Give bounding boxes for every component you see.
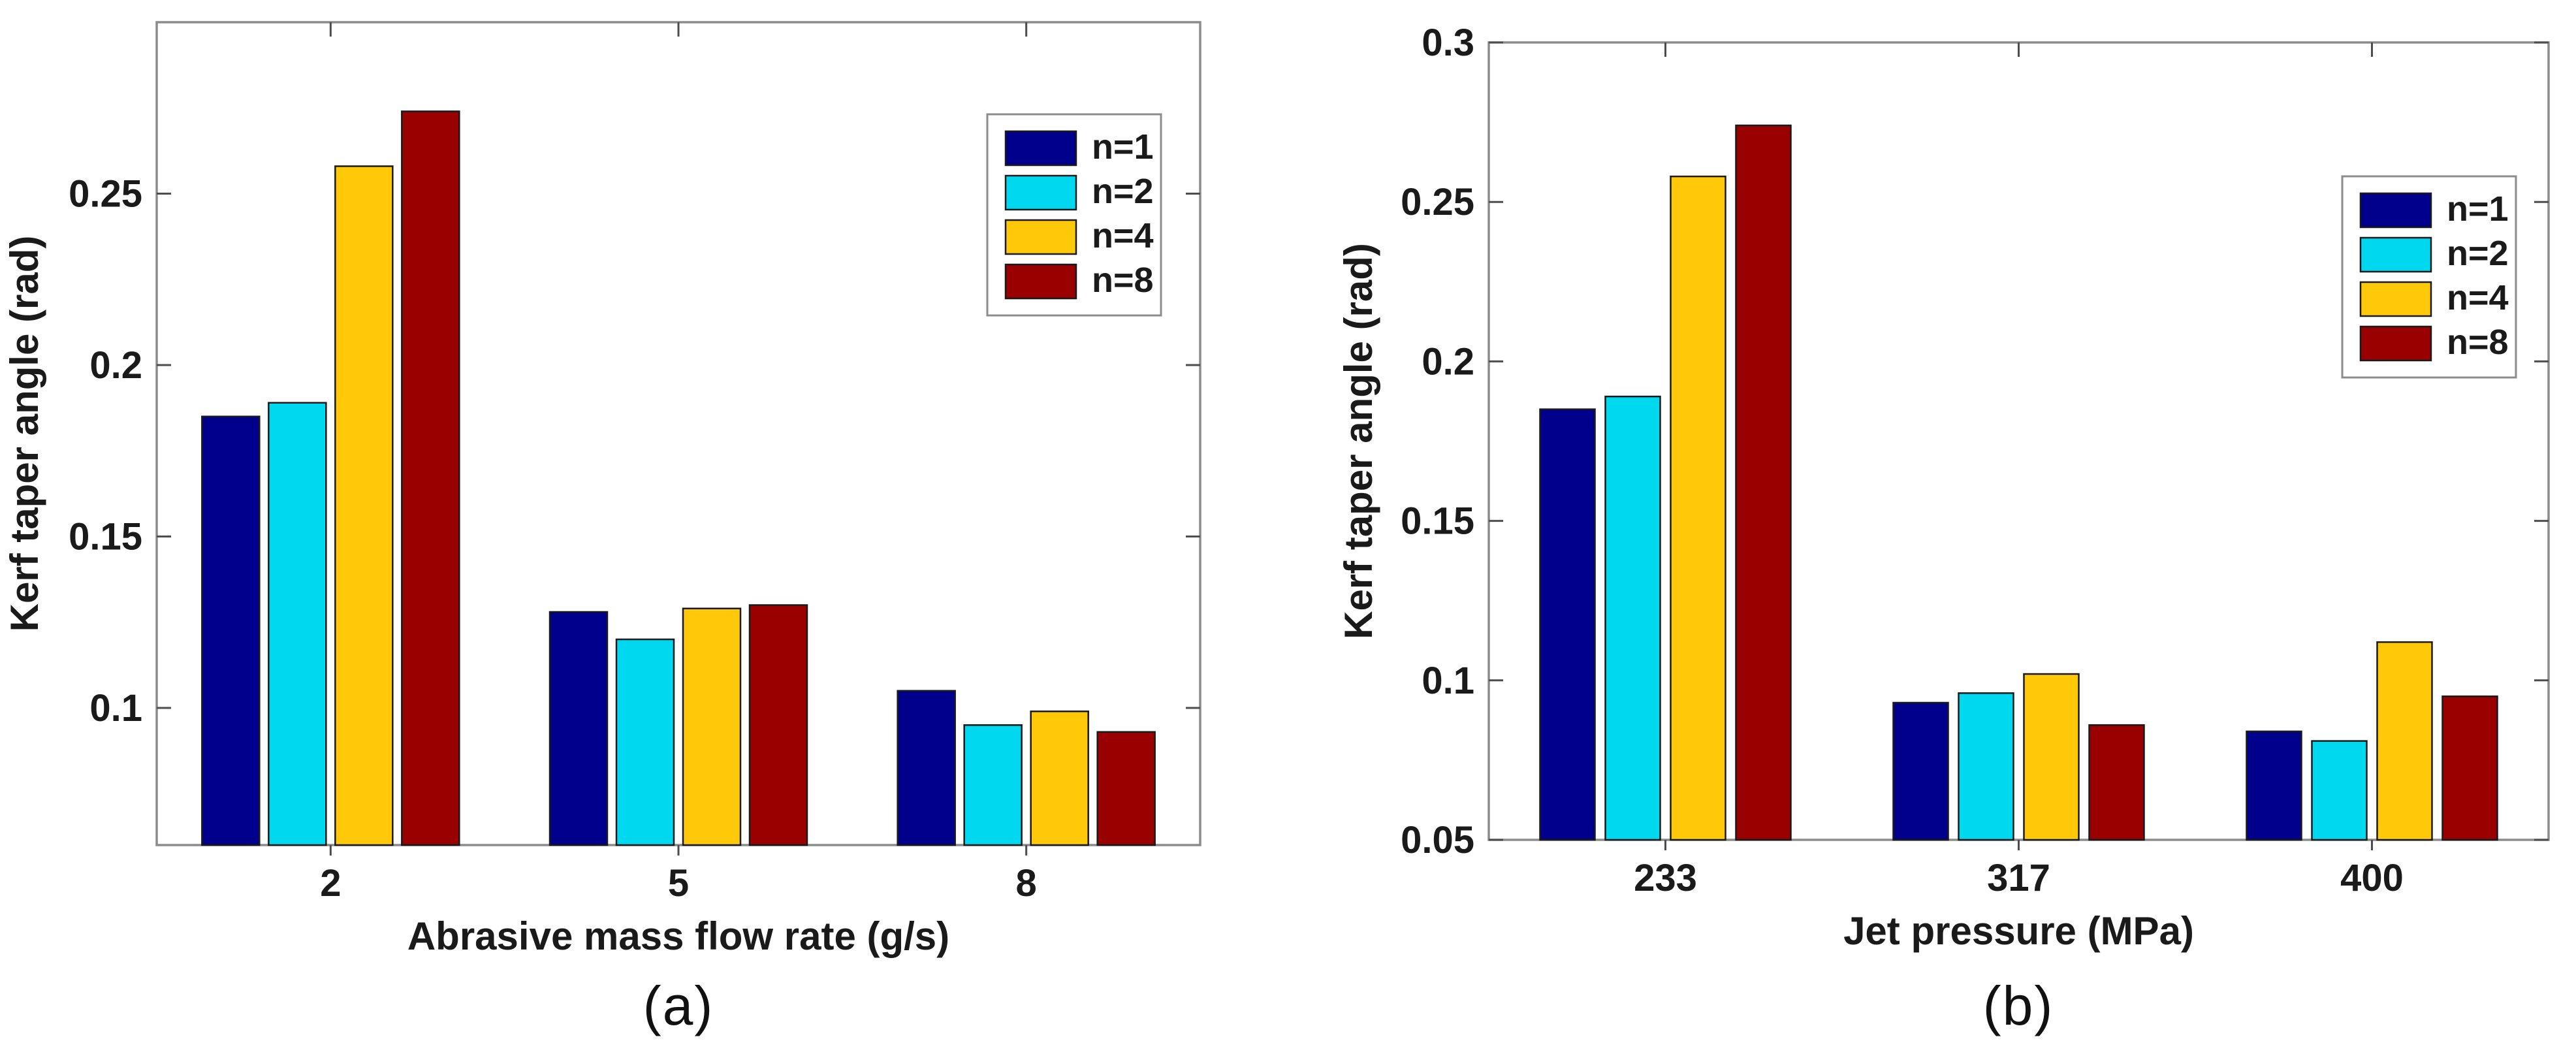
bar-n=2-x8	[963, 724, 1023, 846]
y-tick-label: 0.2	[89, 344, 142, 387]
legend-label-n=4: n=4	[1092, 216, 1154, 255]
bar-n=8-x400	[2441, 695, 2498, 841]
bar-n=2-x400	[2311, 740, 2368, 841]
y-tick-label: 0.25	[69, 173, 142, 216]
legend-swatch-n=8	[2359, 325, 2432, 362]
x-tick-label: 5	[668, 862, 689, 904]
y-tick-label: 0.1	[1422, 660, 1474, 702]
bar-n=2-x2	[268, 402, 327, 846]
x-axis-label: Abrasive mass flow rate (g/s)	[407, 914, 949, 958]
bar-n=2-x5	[615, 638, 675, 846]
legend-label-n=2: n=2	[2447, 234, 2509, 273]
caption-a: (a)	[643, 975, 714, 1036]
legend-label-n=1: n=1	[2447, 189, 2509, 229]
bar-n=1-x317	[1892, 701, 1949, 841]
legend-swatch-n=1	[2359, 192, 2432, 229]
bar-n=4-x2	[334, 165, 394, 846]
bar-n=2-x317	[1958, 692, 2014, 841]
x-tick-label: 2	[320, 862, 341, 904]
caption-b: (b)	[1982, 975, 2054, 1036]
chart-b: 0.05 0.1 0.15 0.2 0.25 0.3 233 317 400 Jet pressu…	[1288, 0, 2576, 1056]
legend-swatch-n=4	[2359, 281, 2432, 317]
chart-a: 0.1 0.15 0.2 0.25 2 5 8 Abrasive mass flow rate…	[3, 21, 1201, 958]
bar-n=8-x8	[1096, 731, 1156, 846]
bar-n=8-x233	[1735, 124, 1792, 841]
bar-n=4-x317	[2023, 673, 2080, 841]
legend-swatch-n=2	[1004, 174, 1077, 211]
bar-n=1-x233	[1539, 408, 1596, 841]
y-axis-label: Kerf taper angle (rad)	[1337, 243, 1380, 639]
legend-label-n=2: n=2	[1092, 172, 1154, 211]
legend-swatch-n=2	[2359, 236, 2432, 273]
y-tick-label: 0.3	[1422, 22, 1474, 64]
legend-label-n=8: n=8	[2447, 323, 2509, 362]
bar-n=1-x8	[897, 690, 956, 846]
y-tick-label: 0.2	[1422, 340, 1474, 383]
bar-chart-a: 0.1 0.15 0.2 0.25 2 5 8 Abrasive mass flow rate…	[3, 21, 1201, 958]
bar-n=1-x2	[201, 415, 261, 846]
bar-n=2-x233	[1604, 395, 1661, 841]
bar-n=4-x233	[1670, 175, 1726, 841]
bar-n=8-x5	[748, 604, 808, 846]
y-axis-label: Kerf taper angle (rad)	[3, 236, 46, 632]
legend-label-n=4: n=4	[2447, 278, 2509, 317]
bar-n=8-x317	[2088, 724, 2145, 841]
legend-swatch-n=1	[1004, 130, 1077, 167]
x-axis-label: Jet pressure (MPa)	[1843, 909, 2194, 953]
legend-swatch-n=4	[1004, 219, 1077, 255]
bar-n=1-x5	[549, 611, 609, 846]
bar-n=4-x5	[682, 607, 742, 846]
x-tick-label: 400	[2340, 857, 2404, 899]
bar-n=1-x400	[2246, 730, 2302, 841]
bar-n=4-x8	[1030, 711, 1089, 846]
legend-label-n=1: n=1	[1092, 127, 1154, 167]
x-tick-label: 8	[1016, 862, 1037, 904]
y-tick-label: 0.05	[1401, 819, 1474, 861]
bar-chart-b: 0.05 0.1 0.15 0.2 0.25 0.3 233 317 400 Jet pressu…	[1337, 22, 2550, 953]
y-tick-label: 0.15	[69, 516, 142, 558]
bar-n=8-x2	[401, 110, 460, 846]
legend-label-n=8: n=8	[1092, 261, 1154, 300]
x-tick-label: 233	[1634, 857, 1697, 899]
y-tick-label: 0.15	[1401, 500, 1474, 543]
legend-swatch-n=8	[1004, 263, 1077, 300]
bar-n=4-x400	[2376, 641, 2433, 841]
y-tick-label: 0.25	[1401, 181, 1474, 223]
x-tick-label: 317	[1987, 857, 2050, 899]
y-tick-label: 0.1	[89, 687, 142, 729]
